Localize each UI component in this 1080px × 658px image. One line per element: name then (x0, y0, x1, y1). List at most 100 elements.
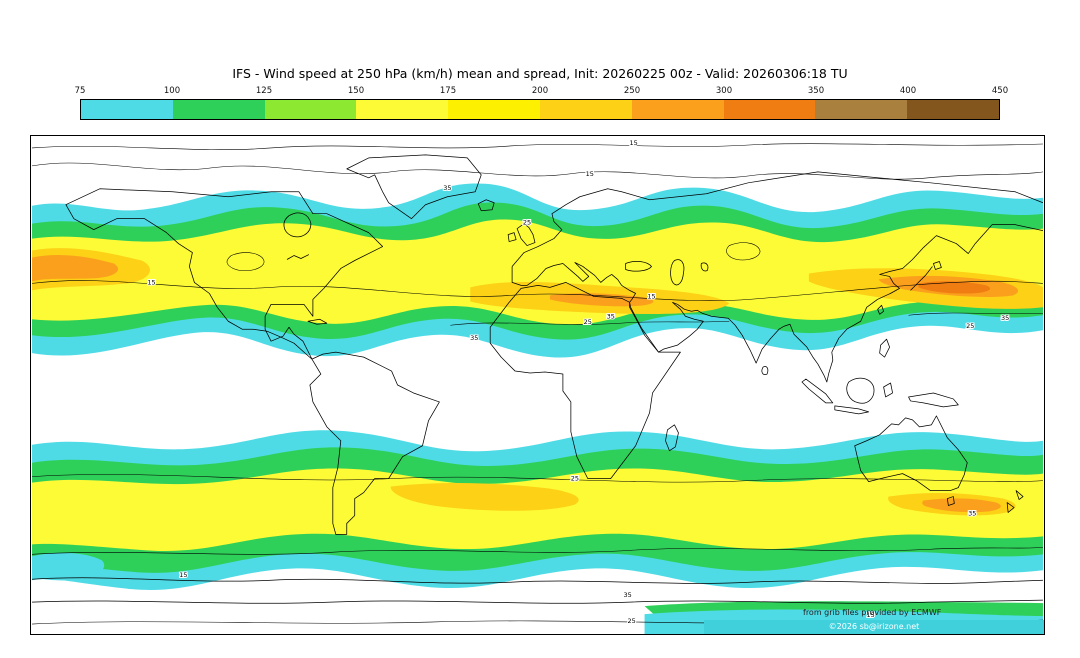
coast-new-zealand-north (1015, 490, 1024, 500)
colorbar-tick-450: 450 (991, 86, 1009, 96)
contour-label-25: 25 (523, 219, 531, 227)
colorbar-segment-8 (815, 100, 908, 119)
north-core-250-left (32, 255, 119, 282)
colorbar: 75 100 125 150 175 200 250 300 350 400 450 (75, 86, 1009, 122)
wind-speed-fills (32, 183, 1043, 634)
coast-philippines (879, 338, 890, 358)
credit-text: from grib files provided by ECMWF (803, 608, 942, 617)
map-panel: 15 15 35 25 15 35 25 35 15 35 25 25 35 15 35 25 15 from … (30, 135, 1045, 635)
colorbar-tick-100: 100 (163, 86, 181, 96)
coast-great-lakes (286, 254, 310, 260)
coast-ireland (507, 232, 517, 242)
north-core-250-center (549, 293, 654, 307)
coast-uk (516, 223, 536, 246)
colorbar-tick-400: 400 (899, 86, 917, 96)
contour-label-35: 35 (607, 312, 615, 320)
colorbar-segment-5 (539, 100, 632, 119)
coast-new-zealand-south (1006, 502, 1015, 513)
coast-sulawesi (883, 382, 893, 398)
spread-contours (31, 143, 1044, 625)
coast-arabia (629, 302, 704, 353)
north-core-300-right (918, 281, 991, 294)
spread-contour-north-35a (450, 320, 730, 326)
contour-label-15: 15 (629, 139, 637, 147)
contour-label-15: 15 (179, 571, 187, 579)
coast-madagascar (665, 424, 679, 452)
copyright-text: ©2026 sb@irizone.net (704, 620, 1044, 634)
colorbar-tick-75: 75 (74, 86, 86, 96)
colorbar-tick-200: 200 (531, 86, 549, 96)
contour-label-25: 25 (966, 322, 974, 330)
contour-label-25: 25 (584, 318, 592, 326)
spread-contour-north-35b (908, 312, 1043, 316)
coast-tasmania (946, 496, 955, 506)
spread-contour-south-25 (32, 474, 1043, 483)
coast-borneo (846, 377, 875, 404)
coast-north-america (65, 188, 383, 360)
colorbar-segment-1 (172, 100, 265, 119)
colorbar-segment-6 (631, 100, 724, 119)
colorbar-tick-250: 250 (623, 86, 641, 96)
coast-aral-sea (700, 262, 709, 272)
coast-iceland (477, 199, 495, 212)
coast-new-guinea (908, 392, 959, 408)
north-band-150 (32, 219, 1043, 325)
coast-greenland (346, 154, 482, 220)
contour-label-35: 35 (624, 591, 632, 599)
coast-japan (910, 266, 933, 291)
coast-eurasia-north (511, 171, 1044, 267)
contour-label-15: 15 (867, 611, 875, 619)
coast-africa (489, 282, 681, 479)
colorbar-gradient (80, 99, 1000, 120)
south-core-200-center (390, 482, 579, 511)
colorbar-tick-350: 350 (807, 86, 825, 96)
spread-cell-asia (726, 242, 761, 261)
contour-label-15: 15 (147, 278, 155, 286)
spread-contour-north-top (32, 143, 1043, 150)
colorbar-tick-125: 125 (255, 86, 273, 96)
contour-label-35: 35 (470, 334, 478, 342)
colorbar-tick-300: 300 (715, 86, 733, 96)
coast-australia (854, 415, 968, 491)
chart-title: IFS - Wind speed at 250 hPa (km/h) mean … (232, 66, 848, 81)
spread-contour-south-15 (32, 547, 1043, 555)
colorbar-segment-9 (907, 100, 999, 119)
colorbar-tick-150: 150 (347, 86, 365, 96)
coastlines (32, 154, 1044, 604)
colorbar-tick-175: 175 (439, 86, 457, 96)
colorbar-segment-7 (723, 100, 816, 119)
south-bottomleft-cyan-patch (32, 552, 105, 581)
contour-label-25: 25 (571, 475, 579, 483)
coast-cuba (307, 318, 328, 325)
colorbar-segment-3 (356, 100, 449, 119)
coast-antarctica-south-edge (32, 599, 1043, 604)
colorbar-segment-2 (264, 100, 357, 119)
contour-label-15: 15 (647, 292, 655, 300)
coast-europe-mediterranean (511, 262, 636, 303)
contour-label-35: 35 (443, 184, 451, 192)
coast-caspian-sea (670, 259, 685, 286)
coast-sri-lanka (761, 366, 769, 375)
coast-hokkaido (933, 261, 942, 270)
contour-label-35: 35 (968, 509, 976, 517)
coast-black-sea (625, 260, 652, 272)
coast-java (834, 405, 870, 415)
spread-cell-atlantic (226, 252, 265, 271)
contour-label-25: 25 (628, 617, 636, 625)
coast-asia-south-east (672, 224, 1044, 383)
contour-label-15: 15 (586, 170, 594, 178)
colorbar-segment-4 (448, 100, 540, 119)
coast-taiwan (877, 304, 884, 315)
spread-contour-north-15 (31, 162, 1044, 180)
contour-label-35: 35 (1001, 314, 1009, 322)
colorbar-tick-labels: 75 100 125 150 175 200 250 300 350 400 450 (75, 86, 1009, 98)
south-core-250-right (922, 498, 1001, 513)
coast-sumatra (801, 378, 834, 404)
contour-value-labels: 15 15 35 25 15 35 25 35 15 35 25 25 35 15 35 25 15 (146, 138, 1010, 626)
spread-contour-north-25 (31, 280, 1043, 301)
coast-hudson-bay (283, 212, 312, 238)
world-wind-map: 15 15 35 25 15 35 25 35 15 35 25 25 35 15 35 25 15 (31, 136, 1044, 634)
coast-south-america (309, 351, 440, 535)
colorbar-segment-0 (81, 100, 173, 119)
